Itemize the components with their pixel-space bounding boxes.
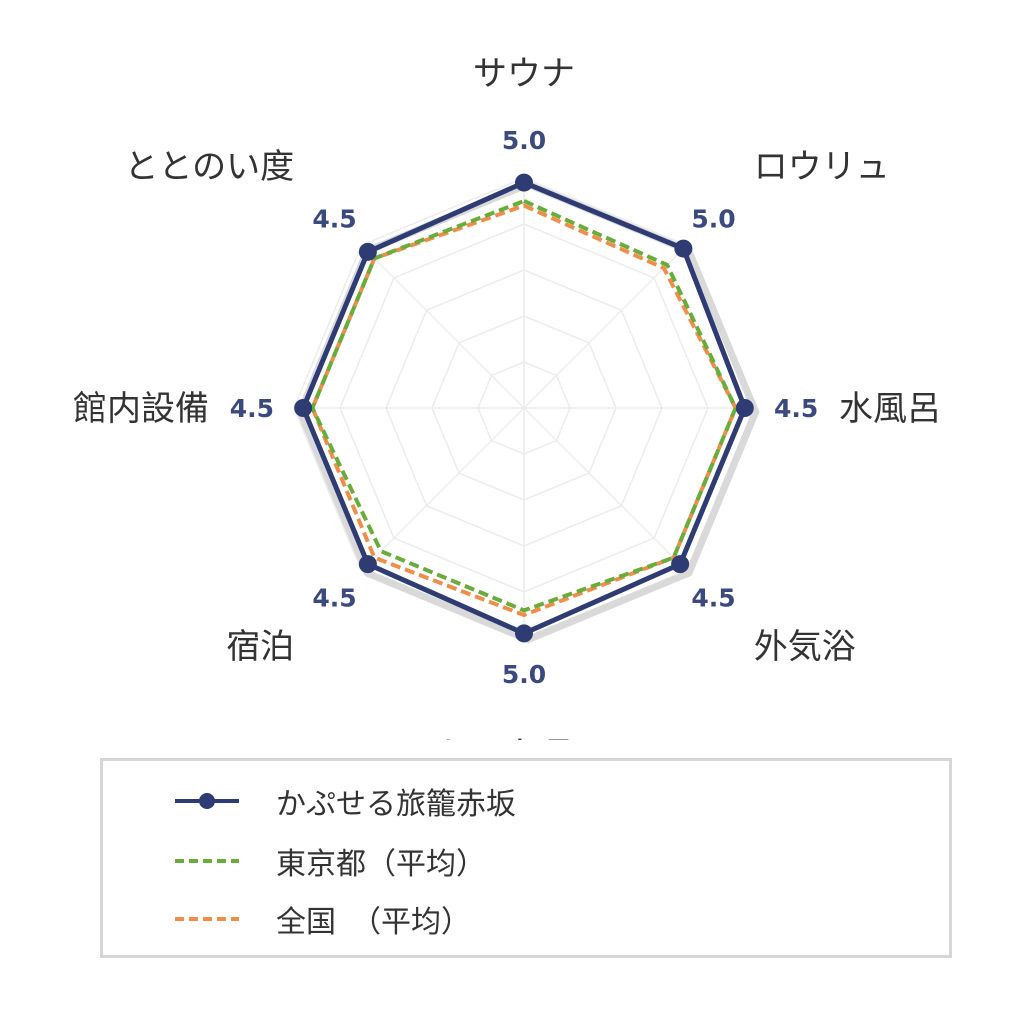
series-point <box>515 173 533 192</box>
series-line-2 <box>310 203 738 617</box>
score-label: 4.5 <box>230 394 274 423</box>
series-point <box>294 399 313 417</box>
score-label: 4.5 <box>691 584 735 613</box>
score-label: 4.5 <box>312 204 356 233</box>
radar-chart: サウナ 5.0 ロウリュ 5.0 水風呂 4.5 外気浴 4.5 レストラン 5.0 宿泊 4.5 館内… <box>73 54 941 740</box>
axis-label: 水風呂 <box>839 389 941 429</box>
series-line-1 <box>310 199 738 613</box>
legend-label: かぷせる旅籠赤坂 <box>276 787 516 822</box>
legend: かぷせる旅籠赤坂 東京都（平均） 全国 （平均） <box>100 758 952 958</box>
legend-swatch-dashed-orange <box>173 899 241 939</box>
axis-label: 宿泊 <box>226 627 294 667</box>
series-point <box>515 624 533 643</box>
series-point <box>674 239 693 258</box>
score-label: 4.5 <box>774 394 818 423</box>
score-label: 5.0 <box>502 660 546 689</box>
axis-label: 館内設備 <box>73 389 209 429</box>
series-layer <box>294 173 754 643</box>
score-label: 4.5 <box>312 584 356 613</box>
legend-swatch-solid-marker <box>173 781 241 821</box>
grid-spoke <box>523 244 688 409</box>
axis-label: レストラン <box>439 734 609 740</box>
score-label: 5.0 <box>691 204 735 233</box>
grid-spoke <box>360 244 525 409</box>
series-point <box>735 399 754 417</box>
grid-spoke <box>523 407 688 572</box>
axis-label: サウナ <box>473 54 575 94</box>
series-point <box>358 555 377 574</box>
legend-label: 全国 （平均） <box>276 905 471 940</box>
axis-label: 外気浴 <box>754 627 856 667</box>
score-label: 5.0 <box>502 126 546 155</box>
legend-item-series-2: 全国 （平均） <box>173 899 471 940</box>
legend-item-series-0: かぷせる旅籠赤坂 <box>173 781 516 822</box>
legend-label: 東京都（平均） <box>276 847 486 882</box>
series-point <box>671 555 690 574</box>
legend-swatch-dashed-green <box>173 841 241 881</box>
axis-labels: サウナ 5.0 ロウリュ 5.0 水風呂 4.5 外気浴 4.5 レストラン 5.0 宿泊 4.5 館内… <box>73 54 941 740</box>
grid-spoke <box>360 407 525 572</box>
legend-item-series-1: 東京都（平均） <box>173 841 486 882</box>
series-point <box>358 242 377 261</box>
axis-label: ロウリュ <box>754 147 890 187</box>
axis-label: ととのい度 <box>125 147 295 187</box>
